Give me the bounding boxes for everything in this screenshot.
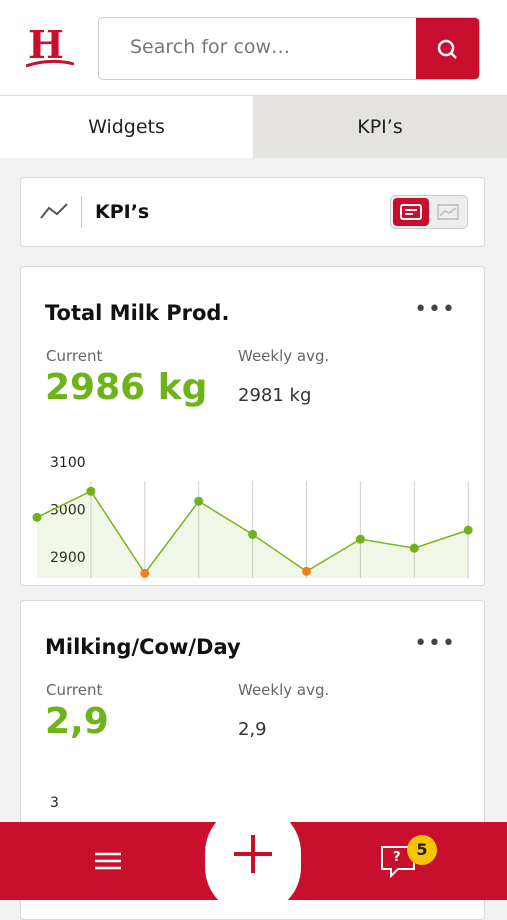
toggle-chart[interactable]	[431, 198, 465, 226]
search-icon	[437, 39, 457, 59]
help-glyph: ?	[393, 850, 401, 865]
y-tick-label: 2900	[50, 550, 86, 566]
point	[86, 486, 96, 496]
point	[248, 529, 258, 539]
current-label: Current	[46, 681, 103, 699]
current-label: Current	[46, 347, 103, 365]
point	[409, 543, 419, 553]
current-value: 2,9	[45, 701, 109, 742]
kpi-card: Total Milk Prod. ••• Current 2986 kg Wee…	[20, 266, 485, 586]
more-menu[interactable]: •••	[414, 631, 456, 656]
header: H Search for cow…	[0, 0, 507, 96]
divider	[81, 196, 82, 228]
section-title: KPI’s	[95, 201, 150, 223]
weekly-value: 2981 kg	[238, 385, 312, 406]
menu-icon[interactable]	[90, 846, 126, 876]
tab-widgets[interactable]: Widgets	[0, 96, 253, 158]
search-placeholder: Search for cow…	[130, 36, 291, 58]
point	[463, 525, 473, 535]
point	[32, 512, 42, 522]
tab-kpis[interactable]: KPI’s	[253, 96, 507, 158]
point	[302, 566, 311, 576]
toggle-list[interactable]	[393, 198, 429, 226]
card-title: Total Milk Prod.	[45, 301, 230, 325]
card-title: Milking/Cow/Day	[45, 635, 241, 659]
point	[140, 568, 150, 578]
logo[interactable]: H	[28, 22, 64, 67]
search-box[interactable]: Search for cow…	[98, 17, 480, 80]
y-tick-label: 3100	[50, 455, 86, 471]
plus-icon	[234, 835, 272, 873]
notification-badge: 5	[407, 835, 437, 865]
point	[355, 534, 365, 544]
current-value: 2986 kg	[45, 367, 208, 408]
kpi-icon	[40, 203, 68, 219]
more-menu[interactable]: •••	[414, 297, 456, 322]
kpi-chart: 290030003100	[32, 455, 473, 578]
weekly-label: Weekly avg.	[238, 347, 330, 365]
y-tick-label: 3	[50, 795, 59, 811]
weekly-value: 2,9	[238, 719, 267, 740]
logo-swoosh	[26, 59, 74, 68]
search-button[interactable]	[416, 18, 479, 79]
point	[194, 496, 204, 506]
view-toggle[interactable]	[390, 195, 468, 229]
add-button[interactable]	[205, 805, 301, 915]
weekly-label: Weekly avg.	[238, 681, 330, 699]
list-icon	[400, 204, 422, 220]
kpi-section-header: KPI’s	[20, 177, 485, 247]
